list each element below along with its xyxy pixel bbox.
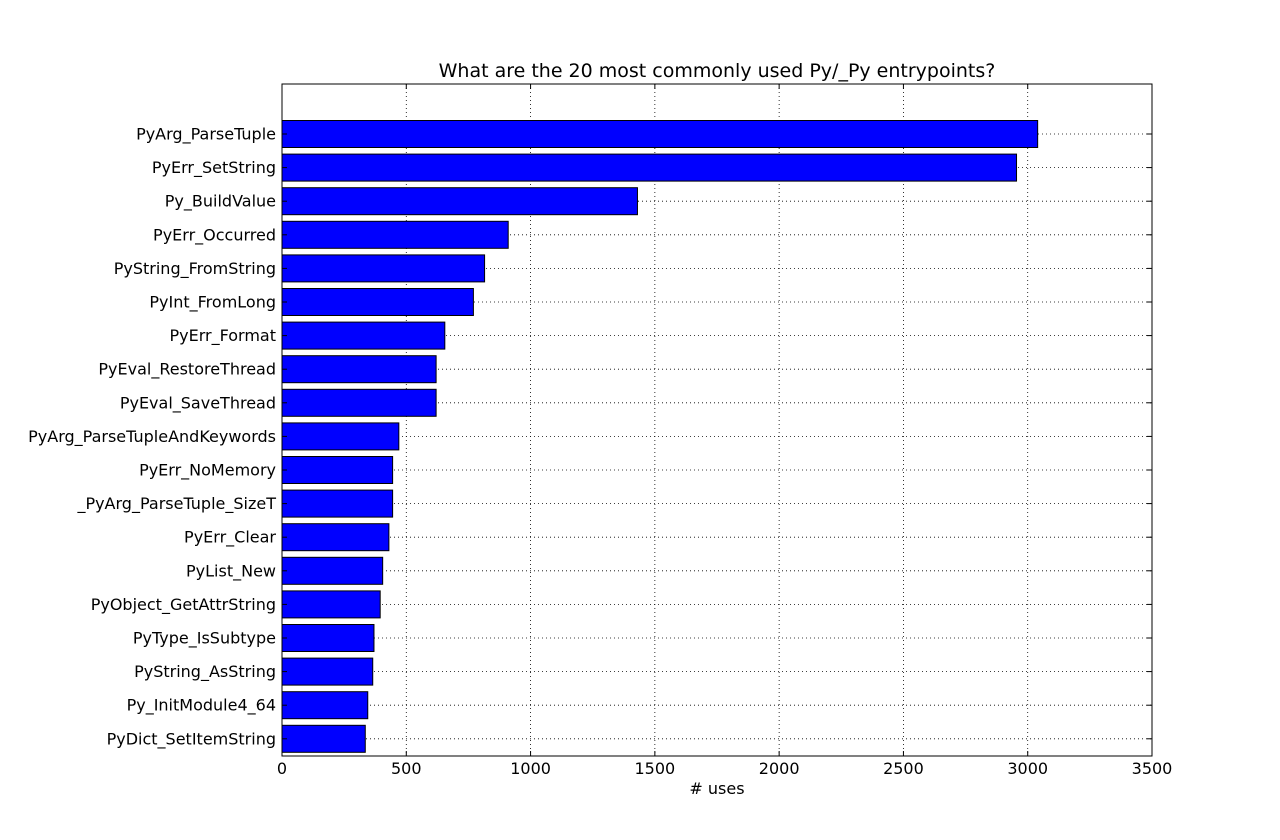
y-tick-label: PyList_New <box>186 561 276 581</box>
bars <box>281 120 1039 753</box>
x-tick-label: 2000 <box>759 759 800 778</box>
bar <box>281 187 638 216</box>
x-tick-label: 3500 <box>1132 759 1173 778</box>
y-tick-label: PyObject_GetAttrString <box>91 595 276 615</box>
x-axis-label: # uses <box>689 779 744 798</box>
grid-lines <box>282 84 1152 756</box>
y-tick-label: PyErr_NoMemory <box>139 461 276 481</box>
bar <box>281 254 486 283</box>
y-tick-label: PyInt_FromLong <box>149 293 276 313</box>
bar <box>281 220 509 249</box>
x-tick-label: 2500 <box>883 759 924 778</box>
bar <box>281 388 437 417</box>
y-tick-label: PyErr_SetString <box>152 158 276 178</box>
bar <box>281 422 400 451</box>
y-tick-label: _PyArg_ParseTuple_SizeT <box>76 494 276 514</box>
bar <box>281 724 366 753</box>
bar <box>281 321 446 350</box>
bar <box>281 657 374 686</box>
bar <box>281 489 394 518</box>
y-tick-label: PyArg_ParseTuple <box>136 125 276 145</box>
axis-ticks <box>281 84 1153 756</box>
y-tick-label: PyDict_SetItemString <box>107 729 276 749</box>
bar <box>281 355 437 384</box>
chart-title: What are the 20 most commonly used Py/_P… <box>439 60 996 82</box>
bar <box>281 691 369 720</box>
y-tick-label: PyString_AsString <box>134 662 276 682</box>
y-tick-label: PyType_IsSubtype <box>133 629 276 649</box>
y-tick-label: PyString_FromString <box>114 259 276 279</box>
x-tick-label: 1500 <box>634 759 675 778</box>
x-tick-label: 1000 <box>510 759 551 778</box>
bar <box>281 523 390 552</box>
y-tick-label: PyArg_ParseTupleAndKeywords <box>28 427 276 447</box>
bar <box>281 288 474 316</box>
x-tick-label: 3000 <box>1007 759 1048 778</box>
plot-frame <box>281 83 1153 757</box>
y-tick-label: PyEval_SaveThread <box>120 393 276 413</box>
y-tick-label: PyErr_Format <box>170 326 276 346</box>
bar <box>281 590 381 619</box>
y-tick-label: Py_InitModule4_64 <box>127 696 276 716</box>
x-tick-labels: 0 500 1000 1500 2000 2500 3000 3500 <box>277 759 1172 778</box>
y-tick-label: Py_BuildValue <box>165 192 276 212</box>
bar <box>281 556 384 585</box>
bar <box>281 120 1039 148</box>
y-tick-label: PyEval_RestoreThread <box>98 360 276 380</box>
bar <box>281 153 1018 182</box>
bar <box>281 456 394 484</box>
x-tick-label: 0 <box>277 759 287 778</box>
y-tick-label: PyErr_Clear <box>184 528 276 548</box>
y-tick-label: PyErr_Occurred <box>153 225 276 245</box>
y-tick-labels: PyArg_ParseTuple PyErr_SetString Py_BuildV… <box>28 125 276 750</box>
bar <box>281 624 375 652</box>
x-tick-label: 500 <box>391 759 422 778</box>
